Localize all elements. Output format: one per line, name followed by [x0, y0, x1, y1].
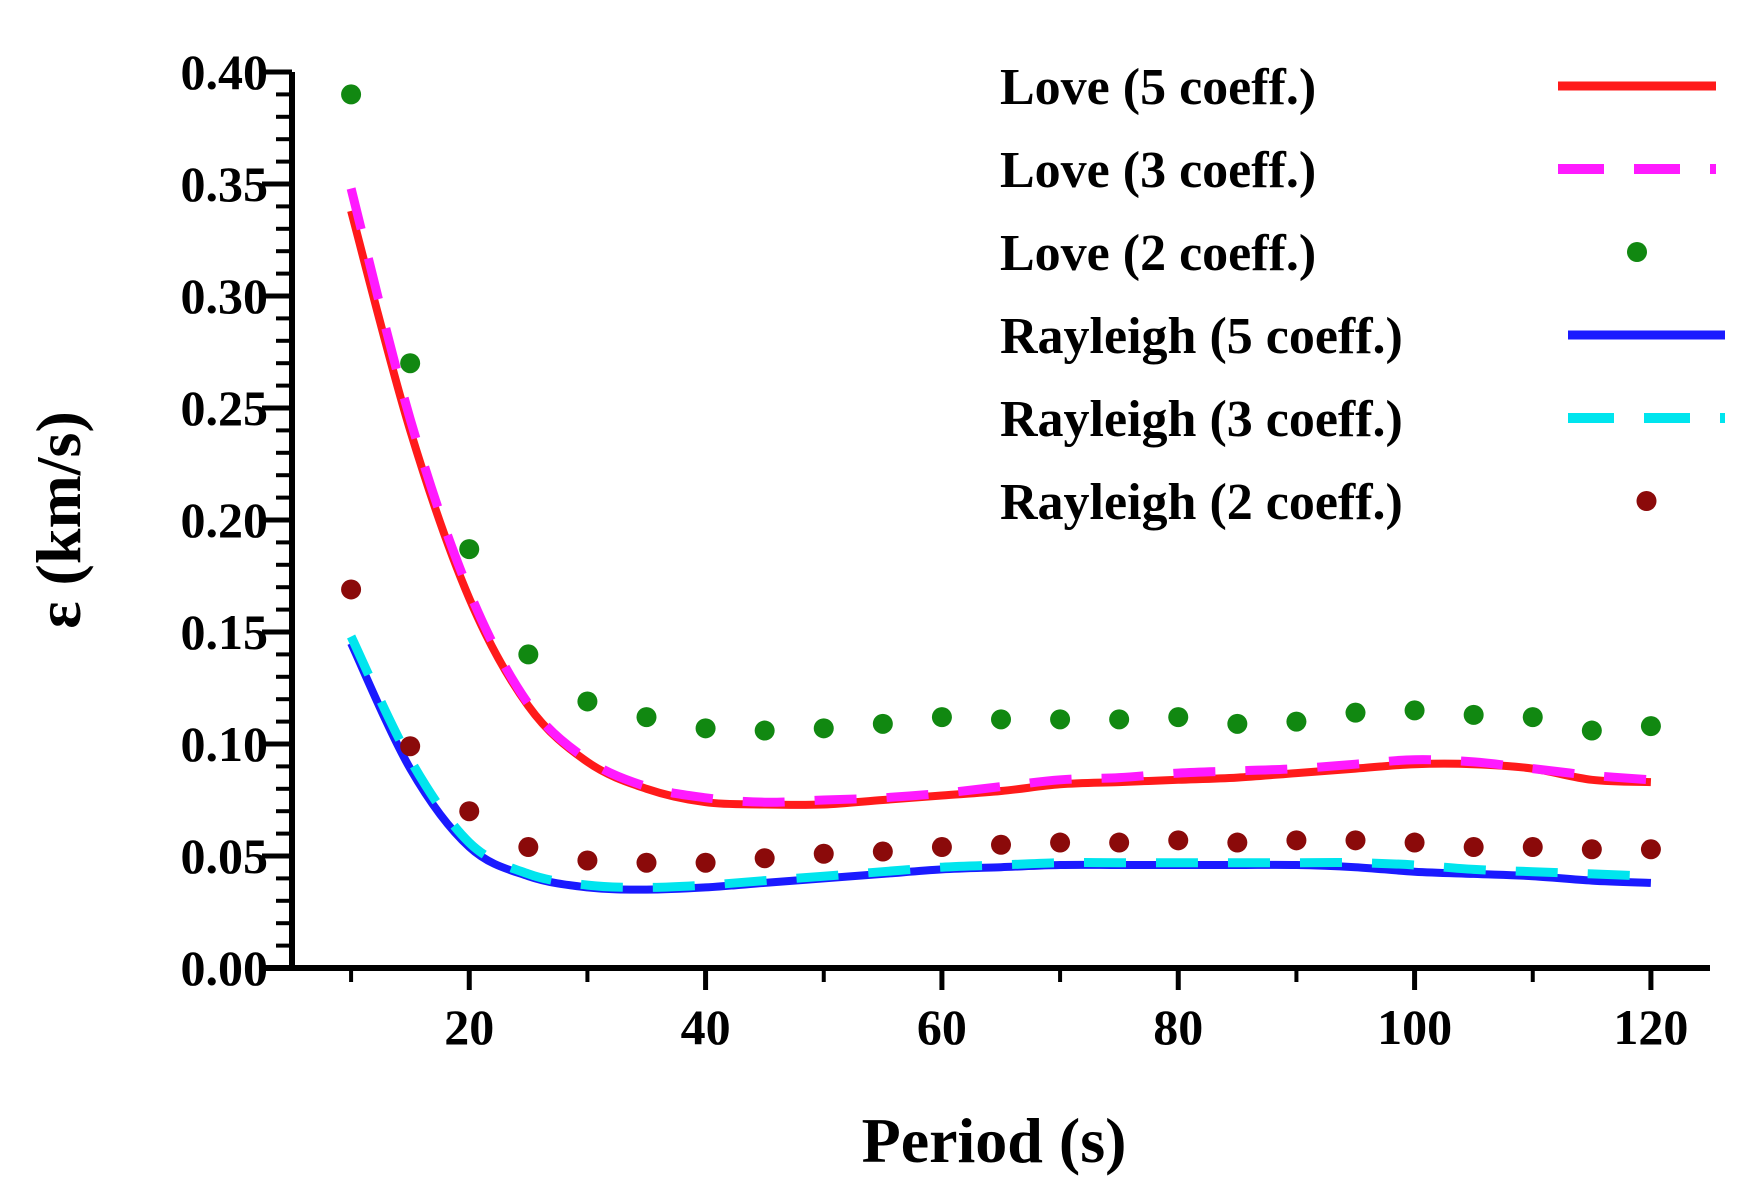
point-love-2-coeff [1345, 702, 1366, 723]
ticks-layer: 0.00 0.05 0.10 0.15 0.20 0.25 0.30 0.35 0.40 20 40… [181, 44, 1689, 1055]
point-love-2-coeff [1286, 711, 1307, 732]
point-love-2-coeff [754, 720, 775, 741]
legend: Love (5 coeff.) Love (3 coeff.) Love (2 co… [1000, 59, 1725, 531]
line-love-3-coeff [346, 187, 1652, 807]
legend-label-love-3-coeff: Love (3 coeff.) [1000, 142, 1316, 199]
line-rayleigh-3-coeff [347, 634, 1652, 892]
legend-label-love-5-coeff: Love (5 coeff.) [1000, 59, 1316, 116]
point-rayleigh-2-coeff [636, 852, 657, 873]
legend-label-rayleigh-2-coeff: Rayleigh (2 coeff.) [1000, 474, 1403, 531]
x-tick-label: 120 [1613, 999, 1688, 1055]
point-love-2-coeff [341, 84, 362, 105]
point-love-2-coeff [931, 707, 952, 728]
point-love-2-coeff [872, 713, 893, 734]
y-tick-label: 0.20 [181, 492, 269, 548]
point-love-2-coeff [1581, 720, 1602, 741]
series-layer [341, 84, 1661, 894]
point-rayleigh-2-coeff [813, 843, 834, 864]
point-love-2-coeff [459, 539, 480, 560]
legend-swatch-love-2-coeff [1627, 242, 1647, 262]
point-love-2-coeff [1522, 707, 1543, 728]
legend-label-love-2-coeff: Love (2 coeff.) [1000, 225, 1316, 282]
point-rayleigh-2-coeff [341, 579, 362, 600]
point-love-2-coeff [1168, 707, 1189, 728]
point-rayleigh-2-coeff [1286, 830, 1307, 851]
point-rayleigh-2-coeff [518, 837, 539, 858]
point-rayleigh-2-coeff [872, 841, 893, 862]
legend-swatch-rayleigh-2-coeff [1636, 491, 1657, 511]
point-rayleigh-2-coeff [754, 848, 775, 869]
point-love-2-coeff [1640, 716, 1661, 737]
x-tick-label: 80 [1153, 999, 1203, 1055]
point-love-2-coeff [1227, 713, 1248, 734]
point-rayleigh-2-coeff [577, 850, 598, 871]
x-axis-title: Period (s) [862, 1105, 1127, 1176]
y-tick-label: 0.30 [181, 268, 269, 324]
point-love-2-coeff [636, 707, 657, 728]
point-love-2-coeff [577, 691, 598, 712]
y-tick-label: 0.40 [181, 44, 269, 100]
point-rayleigh-2-coeff [1522, 837, 1543, 858]
y-tick-label: 0.10 [181, 716, 269, 772]
axes-layer [262, 72, 1710, 971]
point-rayleigh-2-coeff [1050, 832, 1071, 853]
point-rayleigh-2-coeff [400, 736, 421, 757]
x-tick-label: 60 [917, 999, 967, 1055]
y-tick-label: 0.35 [181, 156, 269, 212]
point-love-2-coeff [1050, 709, 1071, 730]
legend-label-rayleigh-3-coeff: Rayleigh (3 coeff.) [1000, 391, 1403, 448]
legend-label-rayleigh-5-coeff: Rayleigh (5 coeff.) [1000, 308, 1403, 365]
point-love-2-coeff [1404, 700, 1425, 721]
point-love-2-coeff [991, 709, 1011, 730]
point-rayleigh-2-coeff [1640, 839, 1661, 860]
point-rayleigh-2-coeff [1463, 837, 1484, 858]
point-rayleigh-2-coeff [1168, 830, 1189, 851]
x-tick-label: 20 [444, 999, 494, 1055]
point-rayleigh-2-coeff [1345, 830, 1366, 851]
x-tick-label: 40 [681, 999, 731, 1055]
x-tick-label: 100 [1377, 999, 1452, 1055]
point-love-2-coeff [400, 353, 421, 374]
point-rayleigh-2-coeff [1227, 832, 1248, 853]
point-love-2-coeff [518, 644, 539, 665]
point-rayleigh-2-coeff [459, 801, 480, 822]
point-love-2-coeff [1109, 709, 1130, 730]
y-axis-title: ε (km/s) [23, 411, 94, 629]
y-tick-label: 0.25 [181, 380, 269, 436]
y-tick-label: 0.00 [181, 940, 269, 996]
point-love-2-coeff [695, 718, 716, 739]
point-rayleigh-2-coeff [1404, 832, 1425, 853]
point-rayleigh-2-coeff [1109, 832, 1130, 853]
point-rayleigh-2-coeff [991, 834, 1011, 855]
point-rayleigh-2-coeff [931, 837, 952, 858]
point-rayleigh-2-coeff [1581, 839, 1602, 860]
point-rayleigh-2-coeff [695, 852, 716, 873]
y-tick-label: 0.05 [181, 828, 269, 884]
point-love-2-coeff [1463, 704, 1484, 725]
y-tick-label: 0.15 [181, 604, 269, 660]
point-love-2-coeff [813, 718, 834, 739]
